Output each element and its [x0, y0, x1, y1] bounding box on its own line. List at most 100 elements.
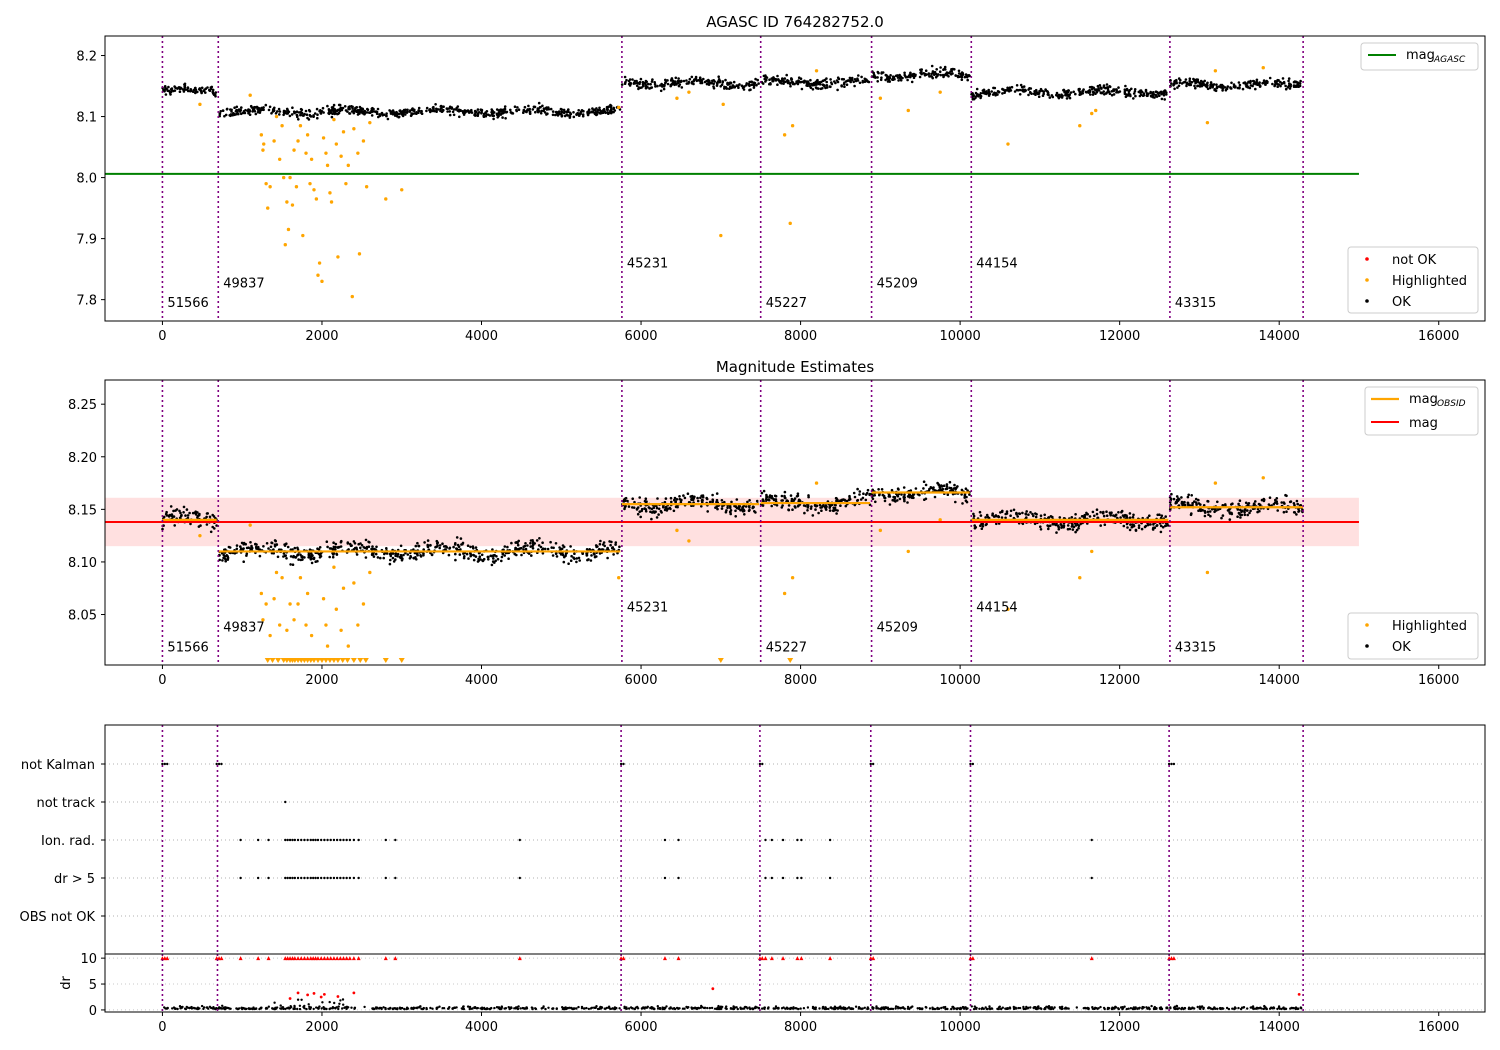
ok-point — [739, 508, 742, 512]
ok-point — [924, 497, 928, 501]
ok-point — [502, 108, 505, 112]
ok-point — [220, 551, 224, 555]
ok-point — [1070, 516, 1074, 519]
ok-point — [334, 545, 337, 549]
ok-point — [644, 497, 648, 501]
ok-point — [1284, 84, 1287, 88]
ok-point — [1057, 525, 1060, 529]
ok-point — [419, 555, 423, 558]
ok-point — [250, 544, 253, 548]
ok-point — [637, 86, 641, 89]
ok-point — [972, 514, 976, 518]
dr-point — [1240, 1006, 1244, 1009]
ok-point — [310, 561, 314, 565]
dr-point — [822, 1005, 825, 1009]
ok-point — [1213, 510, 1216, 514]
obsid-label: 44154 — [976, 600, 1017, 615]
ok-point — [1243, 513, 1247, 517]
ok-point — [1244, 501, 1248, 505]
ok-point — [307, 118, 311, 121]
flag-point — [267, 876, 270, 880]
dr-point — [1187, 1007, 1191, 1011]
offscale-marker — [330, 658, 337, 663]
ok-point — [229, 108, 232, 111]
highlighted-point — [346, 644, 350, 648]
ok-point — [182, 505, 186, 509]
ok-point — [610, 107, 613, 111]
ok-point — [1117, 86, 1120, 89]
ok-point — [451, 110, 455, 114]
ok-point — [993, 91, 996, 95]
highlighted-point — [281, 175, 286, 180]
ok-point — [474, 546, 478, 549]
ok-point — [682, 79, 686, 83]
dr-point — [435, 1007, 438, 1011]
ok-point — [672, 509, 676, 513]
ok-point — [848, 79, 852, 83]
ok-point — [401, 114, 405, 118]
ok-point — [312, 556, 316, 560]
ok-point — [852, 491, 856, 495]
ok-point — [524, 542, 527, 545]
dr-point — [350, 1006, 353, 1009]
ok-point — [994, 514, 998, 517]
ok-point — [558, 546, 561, 549]
ok-point — [1298, 84, 1302, 88]
highlighted-point — [906, 549, 910, 554]
dr-point — [542, 1005, 545, 1008]
ok-point — [1296, 502, 1299, 506]
dr-point — [517, 1005, 520, 1008]
ok-point — [699, 80, 703, 83]
dr-point — [1213, 1006, 1216, 1009]
ok-point — [435, 539, 439, 543]
ok-point — [1180, 502, 1184, 505]
ok-point — [1188, 77, 1192, 80]
ok-point — [379, 556, 382, 560]
ok-point — [687, 501, 691, 504]
ok-point — [781, 77, 784, 80]
dr-point — [894, 1005, 898, 1008]
ok-point — [507, 557, 510, 560]
dr-point — [607, 1005, 611, 1008]
ok-point — [922, 487, 925, 490]
ok-point — [705, 82, 709, 86]
ok-point — [724, 510, 728, 514]
flag-point — [828, 838, 832, 842]
ok-point — [1276, 85, 1279, 88]
ok-point — [186, 86, 190, 89]
ok-point — [1105, 514, 1109, 517]
dr-point — [580, 1006, 584, 1010]
highlighted-point — [788, 221, 792, 226]
ok-point — [434, 103, 437, 106]
ok-point — [792, 498, 796, 502]
ok-point — [706, 510, 709, 513]
ok-point — [435, 110, 438, 113]
ok-point — [608, 540, 611, 543]
ok-point — [810, 83, 814, 86]
ok-point — [843, 498, 846, 502]
highlighted-point — [878, 96, 883, 100]
dr-point — [1121, 1007, 1124, 1011]
ok-point — [367, 545, 371, 548]
dr-point — [729, 1007, 733, 1010]
ok-point — [529, 539, 533, 542]
dr-point — [777, 1007, 780, 1010]
ok-point — [352, 540, 356, 543]
ok-point — [856, 78, 859, 82]
flag-point — [770, 876, 774, 880]
flag-point — [288, 838, 292, 842]
ok-point — [1087, 91, 1090, 94]
dr-point — [974, 1007, 978, 1011]
highlighted-point — [350, 294, 354, 299]
dr-point — [462, 1007, 466, 1011]
ok-point — [1081, 515, 1084, 518]
ok-point — [490, 112, 494, 116]
ok-point — [679, 500, 683, 504]
ok-point — [1238, 83, 1242, 87]
ok-point — [308, 113, 312, 117]
ok-point — [858, 493, 861, 496]
dr-high-point — [322, 992, 326, 996]
flag-point — [796, 838, 799, 842]
dr-point — [940, 1006, 943, 1010]
